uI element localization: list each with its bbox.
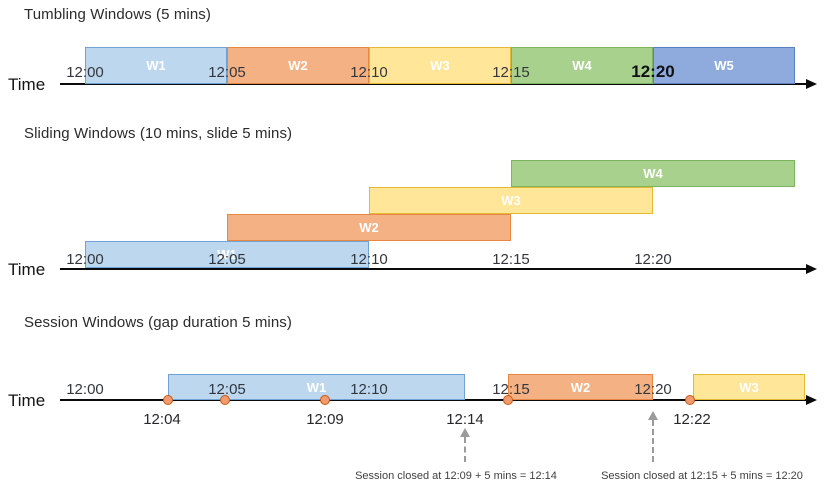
sliding-title: Sliding Windows (10 mins, slide 5 mins) — [24, 125, 293, 142]
session-w3-box: W3 — [693, 374, 805, 400]
window-label: W4 — [572, 58, 592, 73]
tumbling-w4-box: W4 — [511, 47, 653, 84]
window-label: W1 — [217, 247, 237, 262]
window-label: W1 — [146, 58, 166, 73]
sliding-w2-box: W2 — [227, 214, 511, 241]
event-time-label: 12:04 — [143, 411, 181, 428]
window-label: W4 — [643, 166, 663, 181]
tick-label: 12:10 — [350, 64, 388, 81]
sliding-timeline — [60, 268, 806, 270]
event-dot — [220, 395, 230, 405]
tick-label: 12:15 — [492, 381, 530, 398]
event-time-label: 12:22 — [673, 411, 711, 428]
tick-label: 12:00 — [66, 381, 104, 398]
tick-label: 12:20 — [631, 62, 675, 81]
event-dot — [685, 395, 695, 405]
window-label: W3 — [501, 193, 521, 208]
sliding-time-axis-label: Time — [8, 260, 46, 279]
window-label: W2 — [288, 58, 308, 73]
window-label: W2 — [570, 379, 591, 395]
tick-label: 12:00 — [66, 64, 104, 81]
tick-label: 12:05 — [208, 251, 246, 268]
session-w2-box: W2 — [508, 374, 653, 400]
sliding-w1-box: W1 — [85, 241, 369, 268]
session-time-axis-label: Time — [8, 391, 46, 410]
tumbling-w1-box: W1 — [85, 47, 227, 84]
session-timeline-arrow-icon — [806, 395, 817, 405]
event-time-label: 12:14 — [446, 411, 484, 428]
event-dot — [503, 395, 513, 405]
dashed-arrow-up-icon — [460, 428, 470, 462]
tick-label: 12:05 — [208, 64, 246, 81]
window-label: W3 — [739, 379, 759, 395]
sliding-timeline-arrow-icon — [806, 264, 817, 274]
tumbling-time-axis-label: Time — [8, 75, 46, 94]
tick-label: 12:10 — [350, 251, 388, 268]
session-close-note: Session closed at 12:15 + 5 mins = 12:20 — [601, 470, 803, 482]
session-title: Session Windows (gap duration 5 mins) — [24, 314, 292, 331]
tumbling-w5-box: W5 — [653, 47, 795, 84]
tumbling-timeline-arrow-icon — [806, 79, 817, 89]
window-label: W3 — [430, 58, 450, 73]
window-label: W2 — [359, 220, 379, 235]
tumbling-title: Tumbling Windows (5 mins) — [24, 6, 211, 23]
tumbling-w2-box: W2 — [227, 47, 369, 84]
sliding-w3-box: W3 — [369, 187, 653, 214]
event-dot — [163, 395, 173, 405]
session-timeline — [60, 399, 806, 401]
tick-label: 12:00 — [66, 251, 104, 268]
sliding-w4-box: W4 — [511, 160, 795, 187]
window-label: W1 — [306, 379, 327, 395]
session-close-note: Session closed at 12:09 + 5 mins = 12:14 — [355, 470, 557, 482]
tick-label: 12:10 — [350, 381, 388, 398]
event-dot — [320, 395, 330, 405]
window-label: W5 — [714, 58, 734, 73]
tick-label: 12:05 — [208, 381, 246, 398]
tick-label: 12:15 — [492, 64, 530, 81]
tick-label: 12:15 — [492, 251, 530, 268]
dashed-arrow-up-icon — [648, 411, 658, 462]
tumbling-w3-box: W3 — [369, 47, 511, 84]
tick-label: 12:20 — [634, 381, 672, 398]
tumbling-timeline — [60, 83, 806, 85]
session-w1-box: W1 — [168, 374, 465, 400]
tick-label: 12:20 — [634, 251, 672, 268]
event-time-label: 12:09 — [306, 411, 344, 428]
